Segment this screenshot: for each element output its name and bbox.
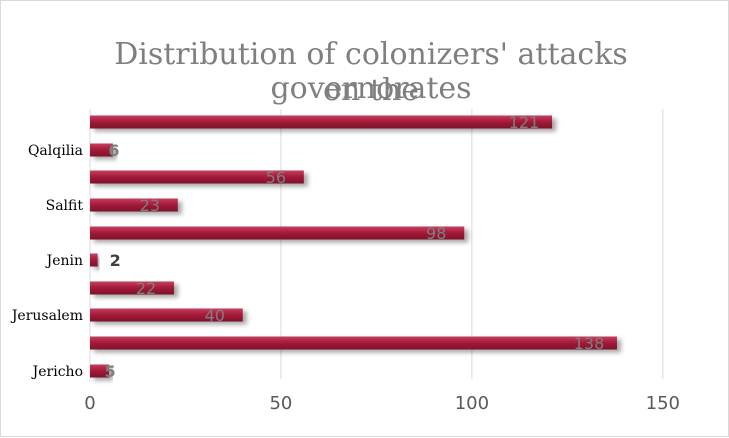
value-label-4: 98 xyxy=(426,224,446,243)
bar-5 xyxy=(90,253,98,267)
x-tick-label: 100 xyxy=(455,393,489,414)
value-label-0: 121 xyxy=(509,113,540,132)
bar-0 xyxy=(90,115,553,129)
value-label-8: 138 xyxy=(574,334,605,353)
bar-8 xyxy=(90,336,617,350)
category-label-qalqilia: Qalqilia xyxy=(28,143,83,159)
bar-1 xyxy=(90,143,113,157)
x-tick-label: 150 xyxy=(646,393,680,414)
category-label-salfit: Salfit xyxy=(46,198,84,214)
chart-title-line-1: Distribution of colonizers' attacks on t… xyxy=(114,37,628,108)
category-label-jerusalem: Jerusalem xyxy=(10,308,83,324)
category-label-jericho: Jericho xyxy=(31,364,83,380)
bar-6 xyxy=(90,281,175,295)
bar-2 xyxy=(90,170,304,184)
value-label-6: 22 xyxy=(136,279,156,298)
bar-4 xyxy=(90,226,465,240)
bar-7 xyxy=(90,308,243,322)
bar-3 xyxy=(90,198,178,212)
chart-title-line-2: governorates xyxy=(270,71,472,106)
value-label-3: 23 xyxy=(140,196,160,215)
category-label-jenin: Jenin xyxy=(45,253,83,269)
bar-9 xyxy=(90,364,110,378)
x-tick-label: 0 xyxy=(84,393,95,414)
value-label-2: 56 xyxy=(266,168,286,187)
x-tick-label: 50 xyxy=(269,393,292,414)
value-label-1: 6 xyxy=(108,141,119,160)
value-label-7: 40 xyxy=(205,306,225,325)
value-label-5: 2 xyxy=(110,251,121,270)
value-label-9: 5 xyxy=(105,362,116,381)
